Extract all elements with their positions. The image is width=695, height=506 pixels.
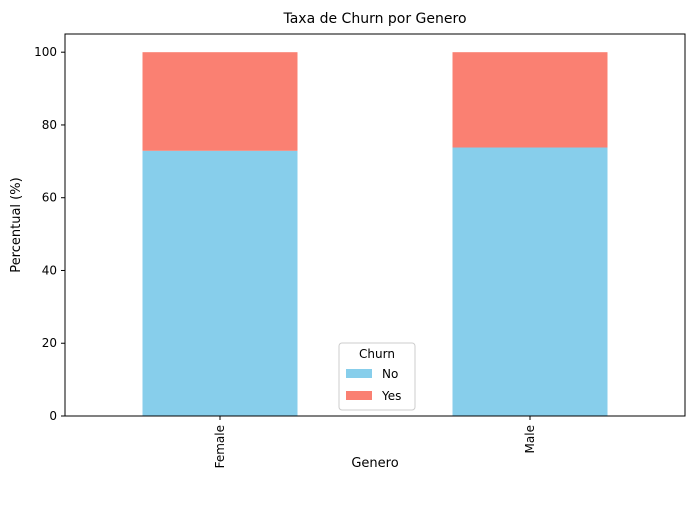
y-tick-label-0: 0 [49,409,57,423]
plot-frame [64,33,686,417]
chart-title: Taxa de Churn por Genero [282,11,466,27]
legend-label-no: No [382,367,398,381]
y-tick-label-60: 60 [42,191,57,205]
y-axis-label: Percentual (%) [9,177,24,272]
x-axis: Female Male [213,416,537,468]
bar-male-yes [452,52,608,148]
legend-label-yes: Yes [381,389,401,403]
x-tick-label-female: Female [213,425,227,468]
x-tick-label-male: Male [523,425,537,453]
legend-title: Churn [359,347,395,361]
legend: Churn No Yes [338,342,416,411]
bar-male-no [452,147,608,416]
bars-layer [142,52,608,417]
y-tick-label-80: 80 [42,118,57,132]
y-tick-label-20: 20 [42,336,57,350]
y-axis: 0 20 40 60 80 100 [34,45,65,423]
legend-swatch-no [346,369,372,378]
y-tick-label-40: 40 [42,263,57,277]
y-tick-label-100: 100 [34,45,57,59]
bar-female-no [142,150,298,417]
bar-female-yes [142,52,298,151]
legend-swatch-yes [346,391,372,400]
x-axis-label: Genero [351,456,398,471]
